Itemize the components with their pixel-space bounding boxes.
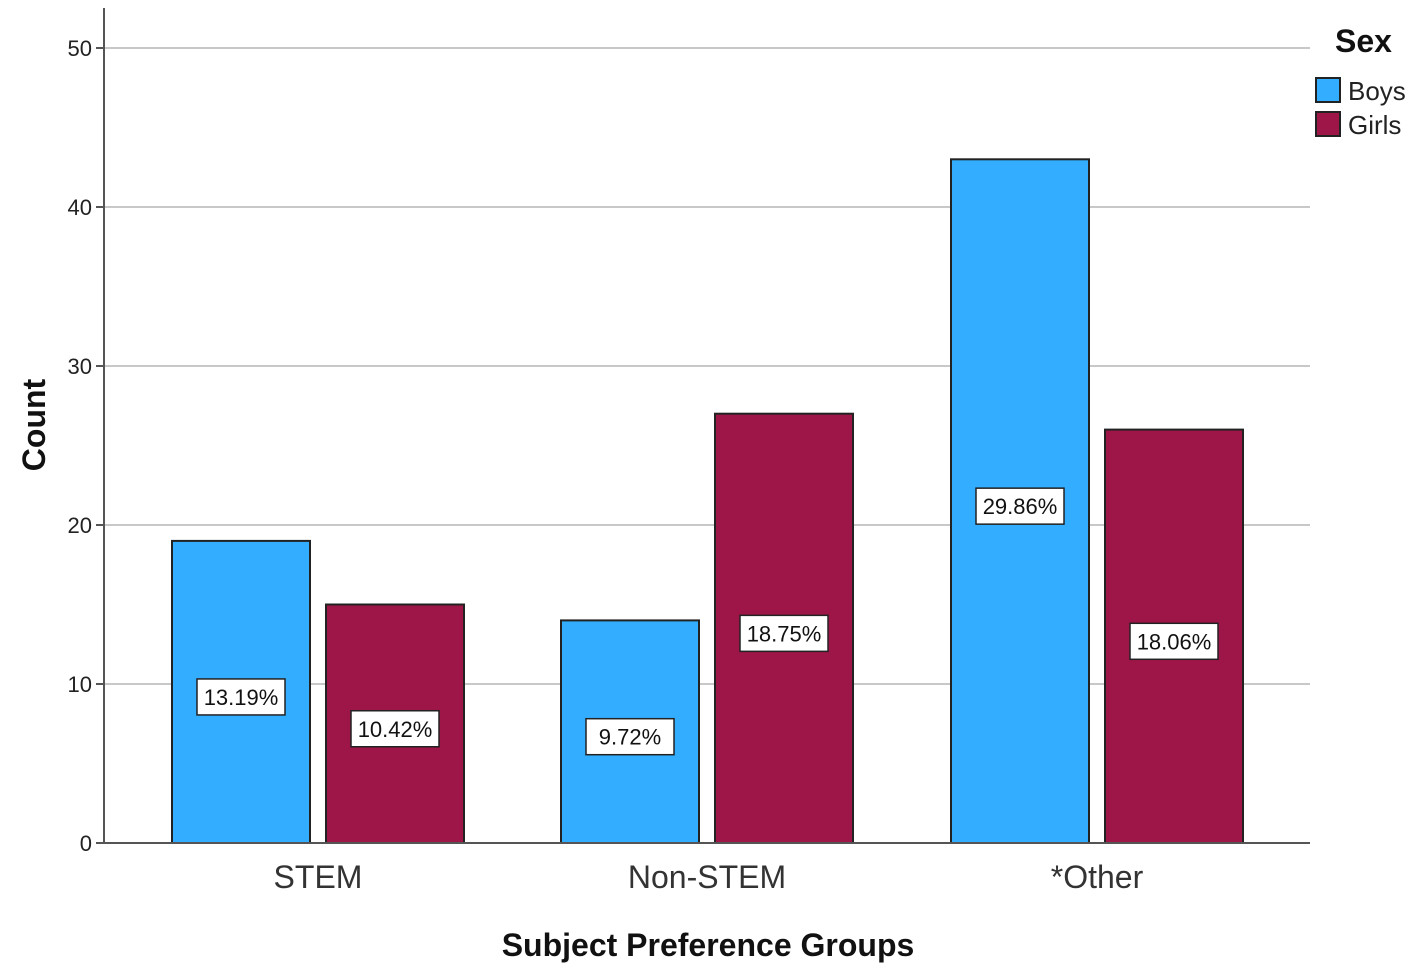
y-tick-label: 20 — [68, 513, 92, 538]
y-tick-label: 0 — [80, 831, 92, 856]
x-axis-title: Subject Preference Groups — [502, 927, 915, 963]
data-label-box — [350, 710, 440, 748]
data-label-box — [585, 717, 675, 756]
data-label-box — [1129, 622, 1219, 661]
x-tick-label: *Other — [1051, 859, 1144, 895]
y-tick-label: 30 — [68, 354, 92, 379]
data-label: 9.72% — [599, 725, 661, 750]
legend-swatch-girls — [1315, 111, 1341, 137]
x-tick-label: Non-STEM — [628, 859, 786, 895]
y-tick-label: 50 — [68, 36, 92, 61]
data-label-box — [975, 487, 1065, 525]
axes: 0 10 20 30 40 50 STEM Non-STEM *Other — [68, 8, 1310, 895]
legend-label-girls: Girls — [1348, 110, 1401, 140]
data-label-box — [196, 678, 286, 716]
legend-label-boys: Boys — [1348, 76, 1406, 106]
data-label: 18.06% — [1137, 629, 1212, 654]
data-label-box — [739, 614, 829, 653]
x-tick-label: STEM — [274, 859, 363, 895]
data-labels: 13.19% 9.72% 29.86% 10.42% 18.75% 18.06% — [196, 487, 1219, 756]
legend-swatch-boys — [1315, 77, 1341, 103]
data-label: 10.42% — [358, 717, 433, 742]
legend-title: Sex — [1335, 23, 1392, 59]
legend: Sex Boys Girls — [1315, 23, 1406, 140]
data-label: 18.75% — [747, 621, 822, 646]
data-label: 29.86% — [983, 494, 1058, 519]
y-tick-label: 10 — [68, 672, 92, 697]
bars — [171, 158, 1244, 845]
data-label: 13.19% — [204, 685, 279, 710]
y-tick-label: 40 — [68, 195, 92, 220]
y-axis-title: Count — [16, 378, 52, 471]
